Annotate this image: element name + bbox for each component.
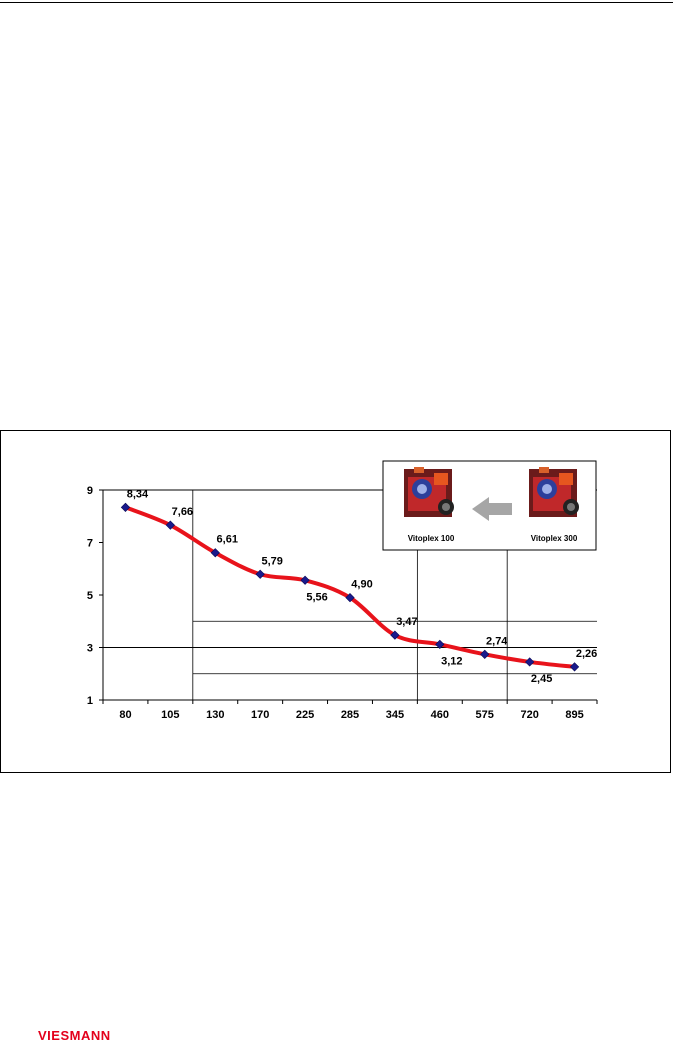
- inset-label-left: Vitoplex 100: [408, 534, 455, 543]
- data-label: 3,47: [396, 616, 417, 628]
- data-point: [480, 649, 490, 659]
- data-label: 6,61: [217, 534, 238, 546]
- viessmann-logo: VIESMANN: [38, 1028, 111, 1043]
- y-tick-label: 3: [87, 643, 93, 655]
- data-label: 8,34: [127, 488, 149, 500]
- data-point: [255, 569, 265, 579]
- line-chart: 1 3 5 7 9 80 105 130 170 225 285 345 460 575 720 895 8,…: [87, 460, 598, 721]
- x-tick-label: 895: [565, 709, 583, 721]
- data-label: 3,12: [441, 655, 462, 667]
- x-tick-label: 575: [476, 709, 494, 721]
- x-tick-label: 720: [520, 709, 538, 721]
- data-point: [345, 593, 355, 603]
- data-point: [165, 520, 175, 530]
- series: [120, 502, 580, 672]
- x-tick-label: 285: [341, 709, 359, 721]
- data-label: 2,74: [486, 635, 508, 647]
- data-point: [525, 657, 535, 667]
- x-tick-label: 460: [431, 709, 449, 721]
- data-label: 2,26: [576, 648, 597, 660]
- inset-label-right: Vitoplex 300: [531, 534, 578, 543]
- data-point: [300, 575, 310, 585]
- y-tick-label: 5: [87, 590, 93, 602]
- data-label: 7,66: [172, 506, 193, 518]
- x-tick-label: 225: [296, 709, 314, 721]
- x-tick-label: 105: [161, 709, 179, 721]
- data-label: 4,90: [351, 579, 372, 591]
- x-tick-label: 170: [251, 709, 269, 721]
- x-tick-label: 130: [206, 709, 224, 721]
- data-label: 5,56: [306, 591, 327, 603]
- boiler-icon-right: [529, 467, 579, 517]
- tick-labels: 1 3 5 7 9 80 105 130 170 225 285 345 460 575 720 895: [87, 485, 584, 721]
- chart-frame: 1 3 5 7 9 80 105 130 170 225 285 345 460 575 720 895 8,…: [0, 430, 671, 773]
- data-point: [120, 502, 131, 512]
- data-point: [569, 662, 580, 672]
- data-label: 5,79: [261, 555, 282, 567]
- axes: [99, 489, 598, 704]
- y-tick-label: 7: [87, 538, 93, 550]
- x-tick-label: 80: [119, 709, 131, 721]
- y-tick-label: 1: [87, 695, 93, 707]
- data-point: [210, 548, 220, 558]
- data-label: 2,45: [531, 673, 552, 685]
- data-point: [390, 630, 400, 640]
- data-point: [435, 639, 445, 649]
- boiler-icon-left: [404, 467, 454, 517]
- arrow-left-icon: [472, 497, 512, 521]
- product-inset: Vitoplex 100 Vitoplex 300: [382, 460, 597, 551]
- data-labels: 8,34 7,66 6,61 5,79 5,56 4,90 3,47 3,12 2,74 2,45…: [127, 488, 598, 685]
- y-tick-label: 9: [87, 485, 93, 497]
- top-rule: [0, 2, 673, 3]
- x-tick-label: 345: [386, 709, 404, 721]
